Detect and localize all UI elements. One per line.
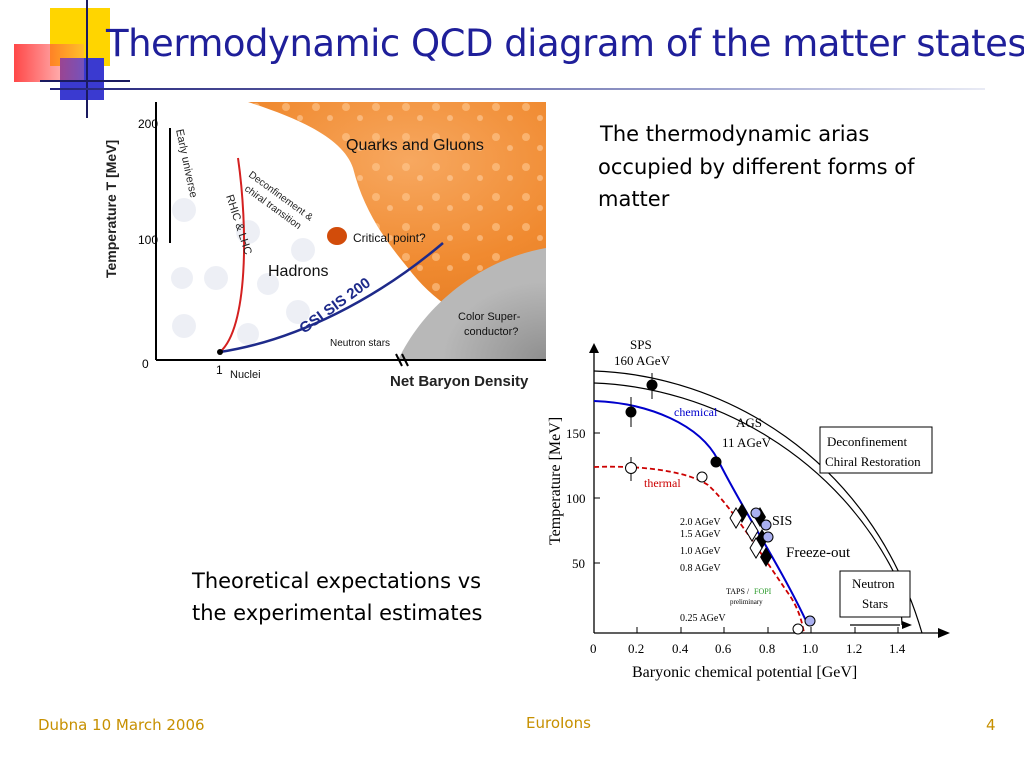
neutron-stars-box [839,570,911,618]
x-tick-0.8: 0.8 [759,641,775,656]
description-line-1: The thermodynamic arias [600,122,870,146]
neutron-box-line-2: Stars [862,596,888,611]
ags-energy-label: 11 AGeV [722,435,772,450]
thermal-freezeout-curve [593,465,805,634]
footer-date: Dubna 10 March 2006 [38,716,205,734]
phase-y-tick-0: 0 [142,357,149,371]
color-superconductor-region [398,248,546,360]
deco-red-square [14,44,84,82]
phase-y-axis-label: Temperature T [MeV] [103,140,119,278]
gsi-sis-curve [219,242,444,354]
color-superconductor-label-2: conductor? [464,326,518,338]
x-tick-1.0: 1.0 [802,641,818,656]
description-line-3: matter [598,187,670,212]
deconfinement-boundary [593,370,923,634]
qcd-phase-diagram: 200 100 0 1 Temperature T [MeV] Net Bary… [103,102,546,390]
hadrons-label: Hadrons [268,263,328,280]
phase-y-tick-200: 200 [138,117,158,131]
freeze-out-label: Freeze-out [786,545,851,561]
deco-vertical-line [86,0,88,118]
x-tick-1.2: 1.2 [846,641,862,656]
y-tick-50: 50 [572,556,585,571]
description-text: The thermodynamic arias occupied by diff… [598,118,978,216]
data-points [625,373,816,635]
phase-x-tick-1: 1 [216,363,223,377]
hadron-spheres [171,198,315,345]
freezeout-x-ticks [636,627,899,633]
neutron-stars-label: Neutron stars [330,338,390,349]
slide-title: Thermodynamic QCD diagram of the matter … [106,22,1024,65]
deconfinement-box-line-2: Chiral Restoration [825,454,921,469]
ags-label: AGS [736,415,762,430]
freezeout-y-ticks [594,432,600,564]
deconfinement-box [819,426,933,474]
energy-0.25-label: 0.25 AGeV [680,613,726,624]
x-tick-0.2: 0.2 [628,641,644,656]
y-tick-100: 100 [566,491,586,506]
chart-caption: Theoretical expectations vs the experime… [192,566,482,629]
critical-point-label: Critical point? [353,231,426,245]
description-line-2: occupied by different forms of [598,154,915,179]
sps-energy-label: 160 AGeV [614,353,671,368]
preliminary-label: preliminary [730,598,763,606]
footer-title: EuroIons [526,714,591,732]
chemical-freezeout-curve [593,400,809,626]
y-tick-150: 150 [566,426,586,441]
inner-boundary [593,382,903,626]
quarks-gluons-label: Quarks and Gluons [346,137,484,154]
energy-1.0-label: 1.0 AGeV [680,546,721,557]
energy-2.0-label: 2.0 AGeV [680,517,721,528]
x-tick-0.4: 0.4 [672,641,689,656]
energy-1.5-label: 1.5 AGeV [680,529,721,540]
sis-label: SIS [772,514,792,529]
x-tick-1.4: 1.4 [889,641,906,656]
deco-horizontal-line [40,80,130,82]
freezeout-y-axis-label: Temperature [MeV] [547,417,564,545]
freezeout-diagram: 150 100 50 0 0.2 0.4 0.6 0.8 1.0 1.2 1.4… [547,337,950,681]
fopi-label: FOPI [754,587,772,596]
sps-label: SPS [630,337,652,352]
page-number: 4 [986,716,996,734]
caption-line-2: the experimental estimates [192,600,483,625]
neutron-box-line-1: Neutron [852,576,895,591]
x-tick-0: 0 [590,641,597,656]
rhic-lhc-curve [219,157,246,353]
title-underline [50,88,985,90]
taps-label: TAPS / [726,587,750,596]
thermal-label: thermal [644,476,681,490]
caption-line-1: Theoretical expectations vs [192,569,482,593]
energy-0.8-label: 0.8 AGeV [680,563,721,574]
color-superconductor-label-1: Color Super- [458,311,521,323]
freezeout-x-axis-label: Baryonic chemical potential [GeV] [632,664,857,681]
nuclei-label: Nuclei [230,369,261,381]
phase-x-axis-label: Net Baryon Density [390,373,529,390]
deconfinement-box-line-1: Deconfinement [827,434,908,449]
x-tick-0.6: 0.6 [715,641,732,656]
critical-point-marker [327,227,347,245]
chemical-label: chemical [674,405,718,419]
phase-y-tick-100: 100 [138,233,158,247]
